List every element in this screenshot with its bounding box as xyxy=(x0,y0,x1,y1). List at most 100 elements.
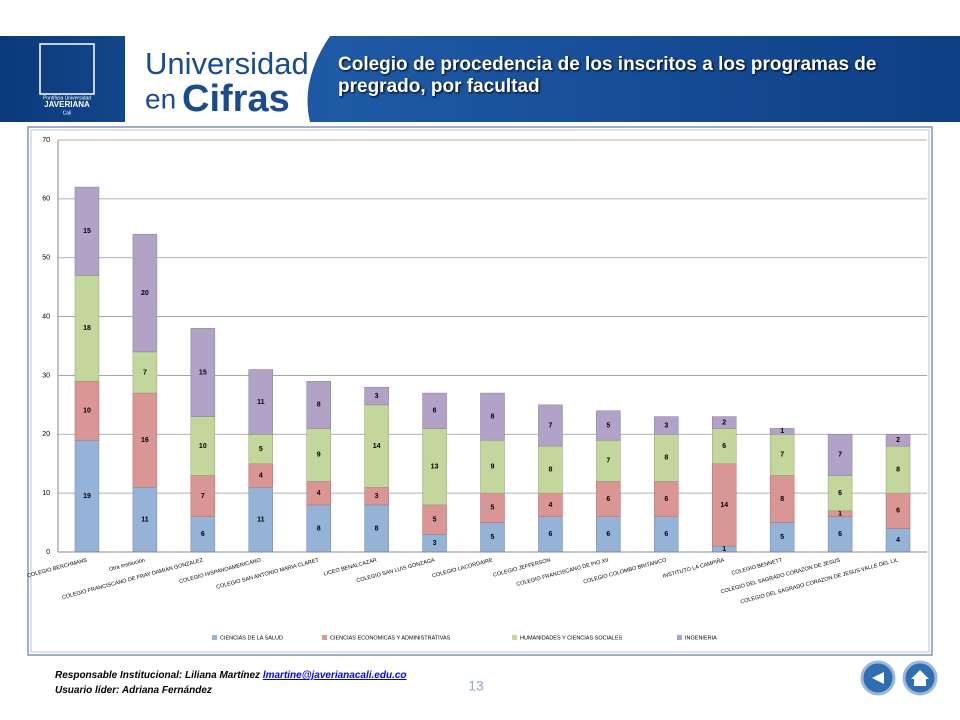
data-label: 2 xyxy=(722,419,726,426)
legend-swatch xyxy=(512,635,517,640)
bar-segment xyxy=(827,475,853,512)
title-box: Colegio de procedencia de los inscritos … xyxy=(338,54,877,97)
data-label: 5 xyxy=(259,446,263,453)
bar-segment xyxy=(306,428,331,482)
bar-segment xyxy=(480,439,505,494)
bar-segment xyxy=(654,516,679,553)
bar-segment xyxy=(596,439,621,482)
data-label: 3 xyxy=(433,540,437,547)
bar-segment xyxy=(596,481,621,517)
bar-segment xyxy=(885,434,911,447)
bar-segment xyxy=(364,504,389,553)
bar-segment xyxy=(364,386,389,406)
logo-top: Pontificia Universidad xyxy=(43,95,91,101)
legend-label: CIENCIAS DE LA SALUD xyxy=(220,635,283,641)
chart-inner-frame xyxy=(30,129,930,653)
data-label: 4 xyxy=(548,502,552,509)
bar-segment xyxy=(132,487,158,553)
bar-segment xyxy=(827,516,853,553)
data-label: 7 xyxy=(143,369,147,376)
y-tick-label: 0 xyxy=(46,549,50,556)
y-tick-label: 70 xyxy=(42,137,50,144)
data-label: 5 xyxy=(433,516,437,523)
y-tick-label: 40 xyxy=(42,313,50,320)
brand-2a: en xyxy=(145,83,176,114)
data-label: 4 xyxy=(259,472,263,479)
bar-segment xyxy=(711,463,737,547)
data-label: 10 xyxy=(83,408,91,415)
shield xyxy=(39,43,95,95)
bar-segment xyxy=(769,434,795,476)
data-label: 6 xyxy=(606,496,610,503)
data-label: 8 xyxy=(664,455,668,462)
page-number: 13 xyxy=(468,678,484,694)
data-label: 4 xyxy=(317,490,321,497)
data-label: 15 xyxy=(83,228,91,235)
bar-segment xyxy=(248,369,274,435)
data-label: 19 xyxy=(83,493,91,500)
data-label: 5 xyxy=(491,505,495,512)
bar-segment xyxy=(480,392,505,441)
legend-label: INGENIERIA xyxy=(685,635,717,641)
data-label: 8 xyxy=(375,525,379,532)
data-label: 20 xyxy=(141,290,149,297)
bar-segment xyxy=(190,516,216,553)
data-label: 1 xyxy=(780,428,784,435)
data-label: 11 xyxy=(257,399,265,406)
legend-swatch xyxy=(322,635,327,640)
data-label: 7 xyxy=(548,422,552,429)
data-label: 4 xyxy=(896,537,900,544)
bar-segment xyxy=(596,410,621,441)
chart-frame xyxy=(27,126,933,656)
data-label: 8 xyxy=(548,466,552,473)
data-label: 3 xyxy=(375,393,379,400)
bar-segment xyxy=(480,522,505,553)
bar-segment xyxy=(827,434,853,476)
bar-segment xyxy=(654,481,679,517)
legend-swatch xyxy=(677,635,682,640)
bar-segment xyxy=(769,428,795,435)
data-label: 6 xyxy=(606,531,610,538)
legend-label: CIENCIAS ECONOMICAS Y ADMINISTRATIVAS xyxy=(330,635,451,641)
data-label: 6 xyxy=(433,408,437,415)
data-label: 1 xyxy=(722,546,726,553)
bar-segment xyxy=(132,233,158,353)
footer-box: Responsable Institucional: Liliana Martí… xyxy=(55,670,407,696)
data-label: 7 xyxy=(201,493,205,500)
bar-segment xyxy=(885,445,911,494)
bar-segment xyxy=(769,475,795,523)
slide-title: Colegio de procedencia de los inscritos … xyxy=(338,54,877,97)
bar-segment xyxy=(538,404,563,447)
data-label: 5 xyxy=(780,534,784,541)
data-label: 6 xyxy=(722,443,726,450)
y-tick-label: 20 xyxy=(42,431,50,438)
bar-segment xyxy=(132,392,158,488)
brand-1: Universidad xyxy=(145,46,309,81)
data-label: 14 xyxy=(373,443,381,450)
data-label: 9 xyxy=(317,452,321,459)
bar-segment xyxy=(711,428,737,464)
data-label: 5 xyxy=(491,534,495,541)
y-tick-label: 30 xyxy=(42,372,50,379)
legend-label: HUMANIDADES Y CIENCIAS SOCIALES xyxy=(520,635,623,641)
bar-segment xyxy=(885,492,911,529)
data-label: 6 xyxy=(838,531,842,538)
bar-segment xyxy=(190,475,216,517)
email-link[interactable]: lmartine@javerianacali.edu.co xyxy=(262,670,407,681)
data-label: 5 xyxy=(606,422,610,429)
bar-segment xyxy=(74,275,100,382)
brand-panel xyxy=(125,36,330,122)
data-label: 18 xyxy=(83,325,91,332)
data-label: 14 xyxy=(720,502,728,509)
bar-segment xyxy=(74,186,100,276)
brand-2b: Cifras xyxy=(182,78,290,120)
bar-segment xyxy=(538,516,563,553)
data-label: 6 xyxy=(201,531,205,538)
logo-city: Cali xyxy=(63,110,72,116)
data-label: 9 xyxy=(491,464,495,471)
bar-segment xyxy=(306,504,331,553)
data-label: 8 xyxy=(317,402,321,409)
bar-segment xyxy=(248,487,274,553)
home-icon xyxy=(911,670,929,686)
data-label: 11 xyxy=(141,516,149,523)
